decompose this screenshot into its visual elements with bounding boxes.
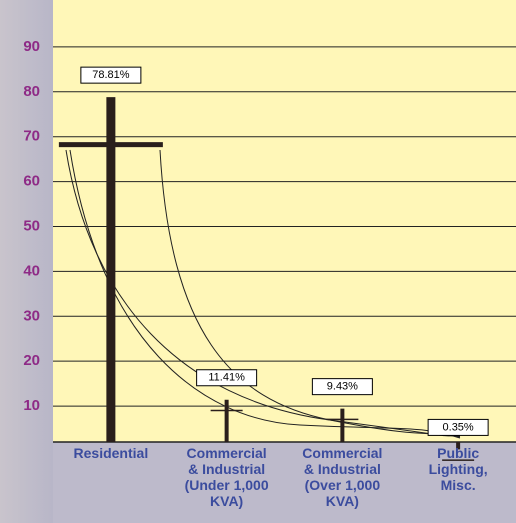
crossarm: [59, 142, 163, 147]
y-tick-label: 30: [23, 307, 40, 324]
value-label: 11.41%: [208, 372, 245, 384]
crossarm: [326, 419, 358, 421]
y-tick-label: 60: [23, 173, 40, 190]
y-tick-label: 40: [23, 262, 40, 279]
x-tick-label: Residential: [74, 445, 149, 461]
value-label: 78.81%: [92, 69, 130, 81]
y-tick-label: 70: [23, 128, 40, 145]
chart: 10 20 30 40 50 60 70 80 90 78.81% Residential 11.41…: [0, 0, 516, 523]
plot-area: [53, 0, 516, 442]
y-tick-label: 80: [23, 83, 40, 100]
y-tick-label: 50: [23, 217, 40, 234]
y-tick-label: 90: [23, 38, 40, 55]
y-tick-label: 20: [23, 352, 40, 369]
bar: [340, 409, 344, 442]
crossarm: [211, 410, 243, 412]
value-label: 9.43%: [327, 381, 358, 393]
bar: [225, 400, 229, 442]
bar: [106, 97, 115, 442]
value-label: 0.35%: [443, 421, 474, 433]
y-tick-label: 10: [23, 397, 40, 414]
